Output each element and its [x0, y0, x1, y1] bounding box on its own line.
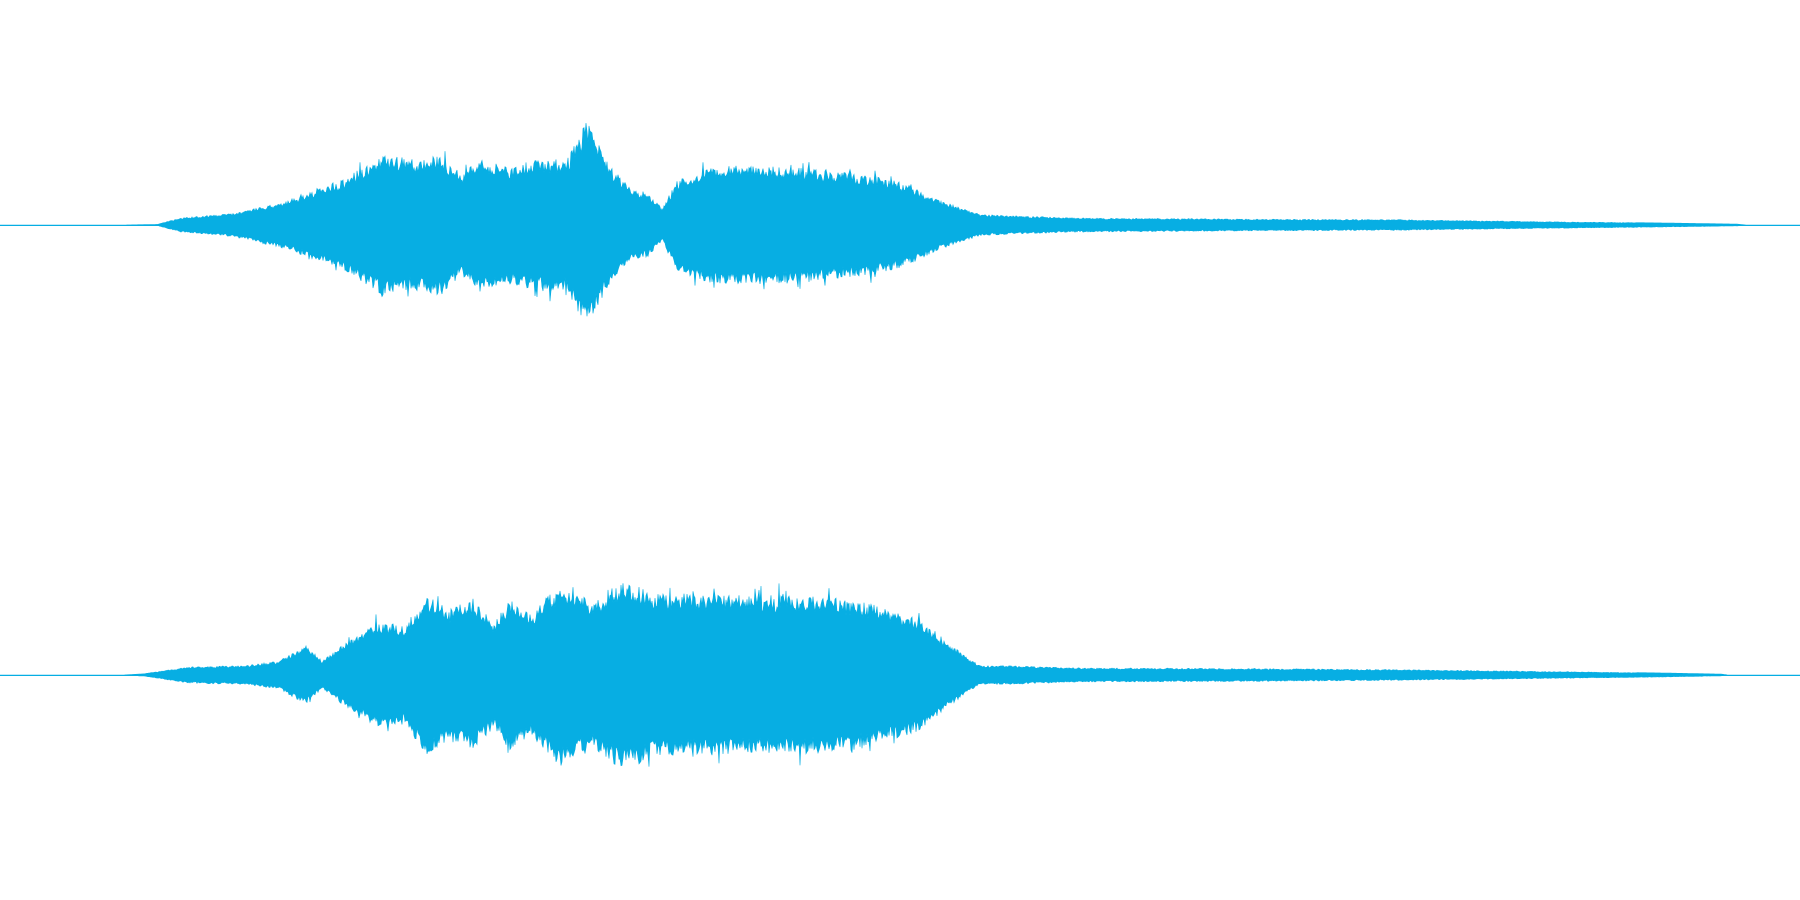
waveform-channel-top: [0, 122, 1800, 317]
waveform-envelope: [0, 122, 1800, 317]
waveform-envelope: [0, 583, 1800, 767]
waveform-channel-bottom: [0, 583, 1800, 767]
